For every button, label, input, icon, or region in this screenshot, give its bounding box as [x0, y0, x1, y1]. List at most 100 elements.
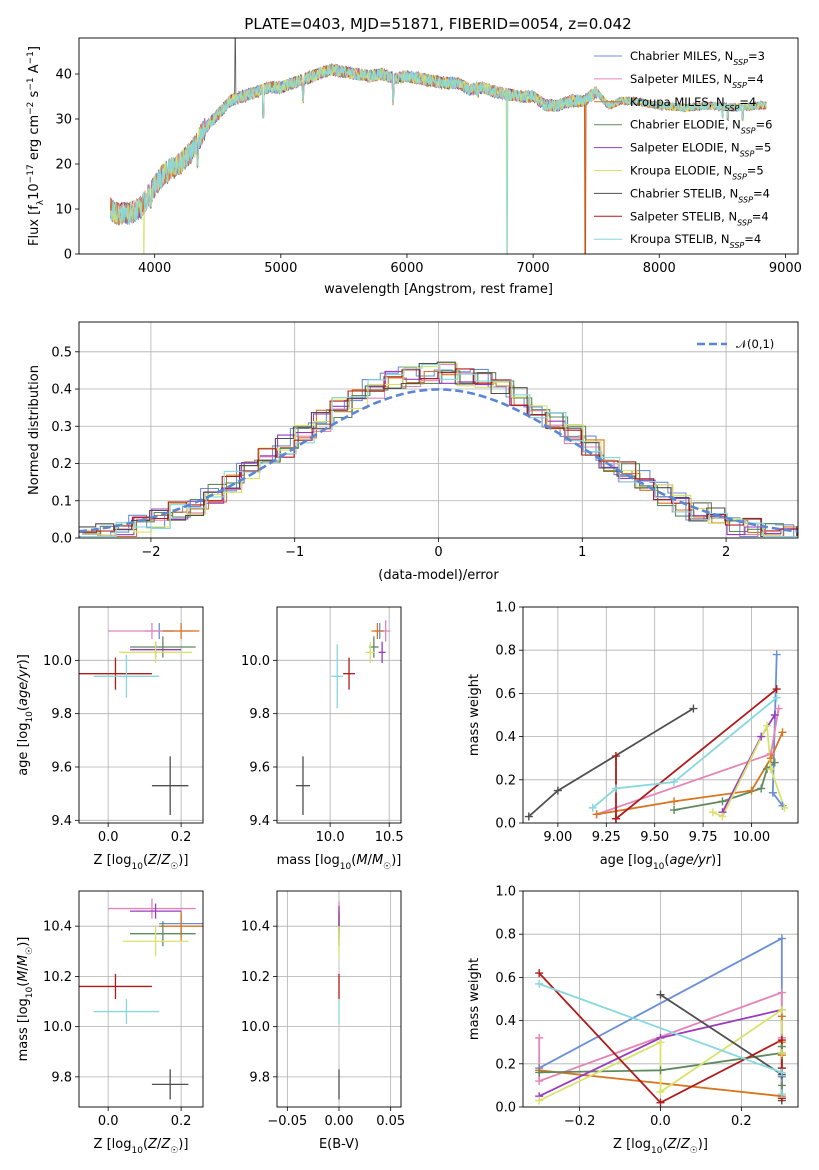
- x-axis-label: mass [log10(M/M☉)]: [277, 853, 402, 872]
- plot-area: [79, 361, 798, 538]
- panel-age_vs_mass: 10.0 10.5 9.4 9.6 9.8 10.0 mass [log10(M/M☉)]: [241, 606, 404, 872]
- x-tick-label: 0.2: [171, 1114, 192, 1129]
- axes-frame: [78, 890, 204, 1108]
- y-axis-label: Flux [fλ10−17 erg cm−2 s−1 A−1]: [26, 46, 46, 246]
- weight-line-kroupa-stelib: [592, 697, 778, 809]
- weight-marker: [772, 685, 781, 694]
- weight-marker: [777, 1081, 786, 1090]
- weight-marker: [524, 812, 533, 821]
- y-tick-label: 9.8: [249, 707, 270, 722]
- weight-marker: [718, 812, 727, 821]
- histogram-salpeter-stelib: [79, 368, 798, 538]
- axes-frame: [276, 606, 402, 824]
- legend-label: Kroupa ELODIE, NSSP=5: [630, 164, 764, 182]
- x-tick-label: 4000: [138, 261, 171, 276]
- y-tick-label: 10.2: [43, 970, 72, 985]
- plot-area: [79, 898, 203, 1100]
- weight-marker: [766, 754, 775, 763]
- weight-marker: [708, 808, 717, 817]
- spectrum-line-kroupa-stelib: [110, 63, 767, 254]
- axes-frame: [522, 606, 799, 824]
- y-axis-label: age [log10(age/yr)]: [16, 654, 35, 776]
- weight-marker: [535, 969, 544, 978]
- weight-marker: [656, 990, 665, 999]
- y-tick-label: 0.0: [495, 817, 516, 832]
- weight-marker: [766, 765, 775, 773]
- weight-marker: [780, 803, 789, 812]
- y-tick-label: 0.4: [495, 1014, 516, 1029]
- x-tick-label: 8000: [643, 261, 676, 276]
- weight-marker: [718, 797, 727, 806]
- y-tick-label: 0.2: [495, 773, 516, 788]
- weight-marker: [757, 732, 766, 741]
- x-tick-label: 9.00: [543, 830, 572, 845]
- weight-marker: [535, 1077, 544, 1086]
- panel-spectrum: 4000 5000 6000 7000 8000 9000 0 10 20 30 40 wavelen…: [26, 37, 802, 297]
- weight-marker: [772, 650, 781, 659]
- y-tick-label: 30: [55, 113, 72, 128]
- y-tick-label: 10.0: [43, 1020, 72, 1035]
- weight-marker: [553, 786, 562, 795]
- y-tick-label: 0.5: [51, 345, 72, 360]
- legend-label: Chabrier STELIB, NSSP=4: [630, 186, 770, 204]
- x-tick-label: 2: [722, 545, 730, 560]
- legend-label-normal: 𝒩(0,1): [736, 337, 774, 351]
- weight-line-kroupa-miles: [596, 731, 784, 816]
- x-axis-label: (data-model)/error: [378, 568, 499, 583]
- panel-residuals: −2 −1 0 1 2 0.0 0.1 0.2 0.3 0.4 0.5 𝒩(0,1) (data-mod…: [27, 321, 799, 583]
- x-tick-label: 9.75: [689, 830, 718, 845]
- panel-age_vs_Z: 0.0 0.2 9.4 9.6 9.8 10.0 Z [log10(Z/Z☉)] age [l…: [16, 606, 204, 872]
- x-tick-label: 10.0: [316, 830, 345, 845]
- legend-label: Salpeter STELIB, NSSP=4: [630, 209, 769, 227]
- plot-area: [79, 623, 200, 815]
- weight-marker: [770, 711, 779, 719]
- y-axis-label: mass [log10(M/M☉)]: [16, 937, 35, 1062]
- y-tick-label: 1.0: [495, 885, 516, 900]
- legend-label: Kroupa MILES, NSSP=4: [630, 95, 756, 113]
- weight-marker: [774, 704, 783, 713]
- legend-label: Salpeter ELODIE, NSSP=5: [630, 141, 771, 159]
- y-tick-label: 9.4: [51, 814, 72, 829]
- y-tick-label: 0: [64, 248, 72, 263]
- x-tick-label: 6000: [390, 261, 423, 276]
- y-axis-label: mass weight: [467, 958, 482, 1040]
- weight-marker: [656, 1038, 665, 1047]
- x-axis-label: wavelength [Angstrom, rest frame]: [324, 282, 553, 297]
- y-tick-label: 10.4: [241, 920, 270, 935]
- legend-label: Kroupa STELIB, NSSP=4: [630, 232, 761, 250]
- x-tick-label: 1: [578, 545, 586, 560]
- x-tick-label: 0.0: [98, 1114, 119, 1129]
- y-tick-label: 9.6: [249, 761, 270, 776]
- x-tick-label: 0.0: [650, 1114, 671, 1129]
- axes-frame: [78, 37, 799, 255]
- y-tick-label: 10: [55, 203, 72, 218]
- legend-label: Chabrier MILES, NSSP=3: [630, 49, 765, 67]
- y-tick-label: 1.0: [495, 601, 516, 616]
- x-tick-label: 7000: [517, 261, 550, 276]
- weight-marker: [611, 814, 620, 823]
- y-tick-label: 0.6: [495, 687, 516, 702]
- x-tick-label: −2: [141, 545, 160, 560]
- histogram-chabrier-miles: [79, 366, 798, 538]
- x-tick-label: 0.0: [98, 830, 119, 845]
- y-tick-label: 0.1: [51, 494, 72, 509]
- weight-marker: [535, 979, 544, 988]
- weight-marker: [656, 1087, 665, 1096]
- y-tick-label: 10.0: [241, 1020, 270, 1035]
- panel-mass_vs_EBV: −0.05 0.00 0.05 9.8 10.0 10.2 10.4 E(B-V): [241, 890, 405, 1152]
- y-axis-label: mass weight: [467, 674, 482, 756]
- weight-marker: [535, 1096, 544, 1105]
- y-tick-label: 10.0: [241, 654, 270, 669]
- histogram-chabrier-elodie: [82, 370, 798, 538]
- weight-marker: [535, 1033, 544, 1042]
- y-tick-label: 0.0: [51, 532, 72, 547]
- x-tick-label: 0.05: [376, 1114, 405, 1129]
- x-axis-label: Z [log10(Z/Z☉)]: [613, 1137, 708, 1156]
- weight-marker: [777, 1005, 786, 1014]
- weight-marker: [588, 803, 597, 812]
- x-tick-label: 0: [434, 545, 442, 560]
- x-tick-label: 9.50: [640, 830, 669, 845]
- y-tick-label: 0.4: [495, 730, 516, 745]
- weight-marker: [777, 1036, 786, 1045]
